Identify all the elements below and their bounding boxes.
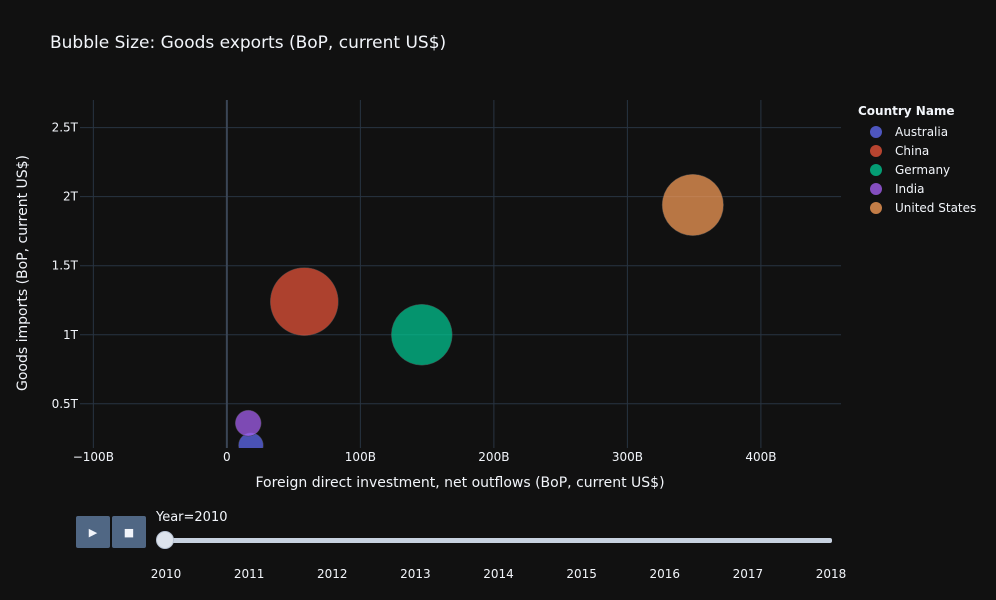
x-tick-label: 200B: [478, 450, 509, 464]
x-tick-label: 100B: [345, 450, 376, 464]
grid: [80, 100, 841, 448]
slider-tick-2014[interactable]: 2014: [483, 567, 514, 581]
legend-swatch: [870, 163, 882, 176]
slider-tick-2015[interactable]: 2015: [566, 567, 597, 581]
legend-swatch: [870, 125, 882, 138]
slider-tick-2013[interactable]: 2013: [400, 567, 431, 581]
bubble-china[interactable]: [270, 267, 339, 336]
play-button[interactable]: ▶: [76, 516, 110, 548]
legend-swatch: [870, 201, 882, 214]
bubble-australia[interactable]: [238, 432, 264, 458]
bubble-united-states[interactable]: [661, 173, 724, 236]
x-tick-label: 0: [223, 450, 231, 464]
legend: Country Name Australia China Germany India U…: [858, 104, 976, 217]
y-tick-label: 2.5T: [52, 121, 79, 135]
legend-label: United States: [895, 200, 977, 215]
slider-tick-2011[interactable]: 2011: [233, 567, 265, 581]
slider-tick-2016[interactable]: 2016: [649, 567, 681, 581]
play-icon: ▶: [88, 525, 98, 539]
slider-tick-2017[interactable]: 2017: [732, 567, 764, 581]
legend-swatch: [870, 144, 882, 157]
year-slider-track[interactable]: [165, 538, 832, 543]
x-axis-label: Foreign direct investment, net outflows …: [255, 475, 664, 491]
bubble-germany[interactable]: [391, 304, 453, 366]
y-tick-label: 1.5T: [52, 259, 79, 273]
y-tick-label: 2T: [63, 190, 79, 204]
y-axis-label: Goods imports (BoP, current US$): [15, 155, 31, 391]
stop-button[interactable]: ■: [112, 516, 146, 548]
year-slider-handle[interactable]: [156, 531, 174, 549]
y-tick-label: 1T: [63, 328, 79, 342]
legend-item-australia[interactable]: Australia: [858, 122, 976, 141]
legend-item-united-states[interactable]: United States: [858, 198, 976, 217]
legend-title: Country Name: [858, 104, 955, 118]
y-tick-labels: 0.5T 1T 1.5T 2T 2.5T: [52, 121, 79, 411]
stop-icon: ■: [123, 525, 135, 539]
slider-tick-2018[interactable]: 2018: [815, 567, 847, 581]
slider-current-value: Year=2010: [156, 510, 228, 525]
slider-tick-2010[interactable]: 2010: [150, 567, 182, 581]
legend-item-germany[interactable]: Germany: [858, 160, 976, 179]
legend-label: China: [895, 143, 930, 158]
bubbles: [234, 173, 724, 458]
legend-item-china[interactable]: China: [858, 141, 976, 160]
x-tick-label: 400B: [745, 450, 776, 464]
x-tick-label: 300B: [612, 450, 643, 464]
x-tick-label: −100B: [73, 450, 114, 464]
slider-tick-2012[interactable]: 2012: [316, 567, 348, 581]
y-tick-label: 0.5T: [52, 397, 79, 411]
legend-label: Germany: [895, 162, 951, 177]
legend-label: India: [895, 181, 925, 196]
legend-item-india[interactable]: India: [858, 179, 976, 198]
legend-label: Australia: [895, 124, 949, 139]
bubble-india[interactable]: [234, 409, 262, 437]
chart-title: Bubble Size: Goods exports (BoP, current…: [50, 33, 447, 53]
x-tick-labels: −100B 0 100B 200B 300B 400B: [73, 450, 777, 464]
legend-swatch: [870, 182, 882, 195]
